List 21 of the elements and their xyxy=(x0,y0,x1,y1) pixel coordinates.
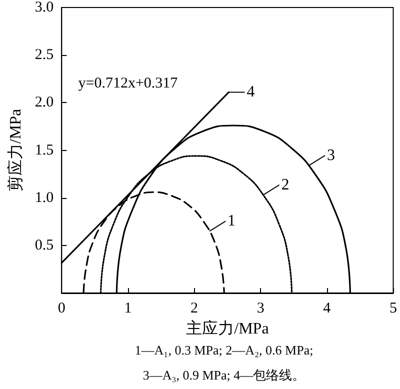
y-axis-title: 剪应力/MPa xyxy=(6,108,24,192)
x-axis-title: 主应力/MPa xyxy=(186,319,269,338)
y-tick-label: 1.5 xyxy=(34,142,54,158)
y-tick-label: 2.5 xyxy=(34,47,54,64)
x-tick-label: 3 xyxy=(256,300,264,316)
text: 3—A₃, 0.9 MPa; 4—包络线。 xyxy=(142,368,306,382)
y-tick-label: 0.5 xyxy=(34,237,54,254)
annotation: 2 xyxy=(281,176,290,194)
x-tick-label: 5 xyxy=(390,300,397,316)
annotation: 4 xyxy=(246,84,255,101)
x-tick-label: 0 xyxy=(58,300,66,316)
y-tick-label: 3.0 xyxy=(34,0,54,16)
text: 1—A₁, 0.3 MPa; 2—A₂, 0.6 MPa; xyxy=(134,342,314,358)
x-tick-label: 4 xyxy=(323,300,332,316)
x-tick-label: 1 xyxy=(124,300,132,316)
y-tick-label: 2.0 xyxy=(34,94,54,111)
annotation: 3 xyxy=(327,146,336,164)
annotation: y=0.712x+0.317 xyxy=(78,76,178,92)
x-tick-label: 2 xyxy=(190,300,198,316)
y-tick-label: 1.0 xyxy=(34,190,54,206)
annotation: 1 xyxy=(228,212,236,230)
